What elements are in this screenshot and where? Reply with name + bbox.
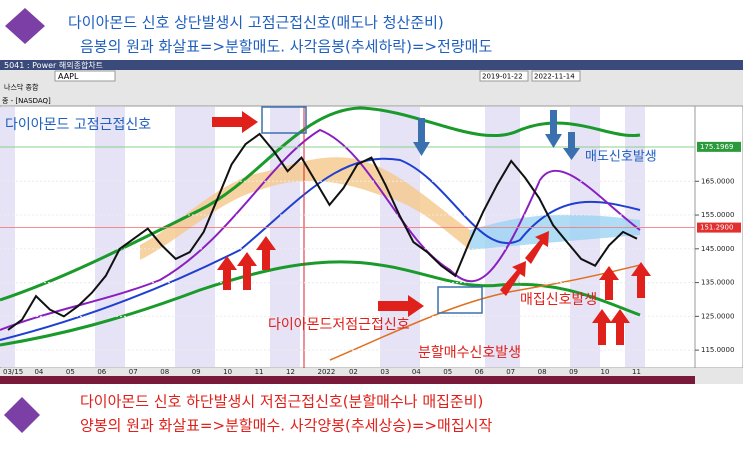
date-to: 2022-11-14: [534, 73, 575, 81]
annotation: 다이아몬드저점근접신호: [268, 317, 410, 333]
annotation: 분할매수신호발생: [418, 345, 521, 361]
status-bar: [0, 376, 695, 384]
date-box[interactable]: [531, 70, 581, 82]
y-tick-label: 125.0000: [701, 312, 734, 320]
close-line: [7, 132, 638, 331]
signal-box: [261, 106, 307, 134]
cloud: [470, 214, 640, 250]
x-tick-label: 03: [380, 368, 389, 376]
x-tick-label: 11: [255, 368, 264, 376]
x-tick-label: 2022: [318, 368, 336, 376]
exchange: 나스닥 종합: [4, 83, 39, 92]
highlight-tag: 175.1969: [700, 143, 733, 151]
price-tag-box: [697, 222, 741, 233]
diamond-icon: [4, 397, 40, 433]
x-tick-label: 12: [286, 368, 295, 376]
header-line: 다이아몬드 신호 상단발생시 고점근접신호(매도나 청산준비): [68, 14, 444, 32]
title-bar: [0, 60, 743, 70]
diamond-icon: [5, 8, 45, 44]
date-from: 2019-01-22: [482, 73, 523, 81]
highlight-tag-box: [697, 141, 741, 152]
window-title: 5041 : Power 해외종합차트: [4, 60, 103, 70]
y-tick-label: 145.0000: [701, 245, 734, 253]
legend: 종 - [NASDAQ]: [2, 97, 51, 105]
x-tick-label: 04: [34, 368, 43, 376]
price-tag: 151.2900: [700, 224, 733, 232]
header-line: 음봉의 원과 화살표=>분할매도. 사각음봉(추세하락)=>전량매도: [80, 38, 492, 56]
x-tick-label: 07: [506, 368, 515, 376]
x-tick-label: 10: [601, 368, 610, 376]
x-tick-label: 06: [475, 368, 484, 376]
y-tick-label: 155.0000: [701, 211, 734, 219]
x-tick-label: 09: [192, 368, 201, 376]
moving-average: [0, 157, 641, 341]
date-box[interactable]: [479, 70, 529, 82]
x-tick-label: 05: [443, 368, 452, 376]
annotation: 매집신호발생: [520, 292, 597, 308]
lower-band: [0, 260, 641, 347]
footer-line: 다이아몬드 신호 하단발생시 저점근접신호(분할매수나 매집준비): [80, 393, 483, 411]
annotation: 다이아몬드 고점근접신호: [5, 117, 151, 133]
symbol-box[interactable]: [54, 70, 116, 82]
signal-box: [437, 286, 483, 314]
x-tick-label: 07: [129, 368, 138, 376]
x-tick-label: 11: [632, 368, 641, 376]
y-tick-label: 165.0000: [701, 177, 734, 185]
x-tick-label: 02: [349, 368, 358, 376]
annotation: 매도신호발생: [585, 150, 657, 165]
x-tick-label: 05: [66, 368, 75, 376]
y-tick-label: 135.0000: [701, 279, 734, 287]
cloud: [140, 157, 470, 260]
x-tick-label: 09: [569, 368, 578, 376]
x-tick-label: 10: [223, 368, 232, 376]
signal-line: [0, 128, 641, 331]
footer-line: 양봉의 원과 화살표=>분할매수. 사각양봉(추세상승)=>매집시작: [80, 417, 492, 435]
x-tick-label: 08: [538, 368, 547, 376]
sell-arrows: [413, 110, 580, 160]
x-tick-label: 06: [97, 368, 106, 376]
y-tick-label: 115.0000: [701, 346, 734, 354]
buy-arrows: [212, 111, 651, 345]
x-tick-label: 08: [160, 368, 169, 376]
symbol: AAPL: [58, 72, 79, 81]
x-tick-label: 03/15: [3, 368, 23, 376]
x-tick-label: 04: [412, 368, 421, 376]
